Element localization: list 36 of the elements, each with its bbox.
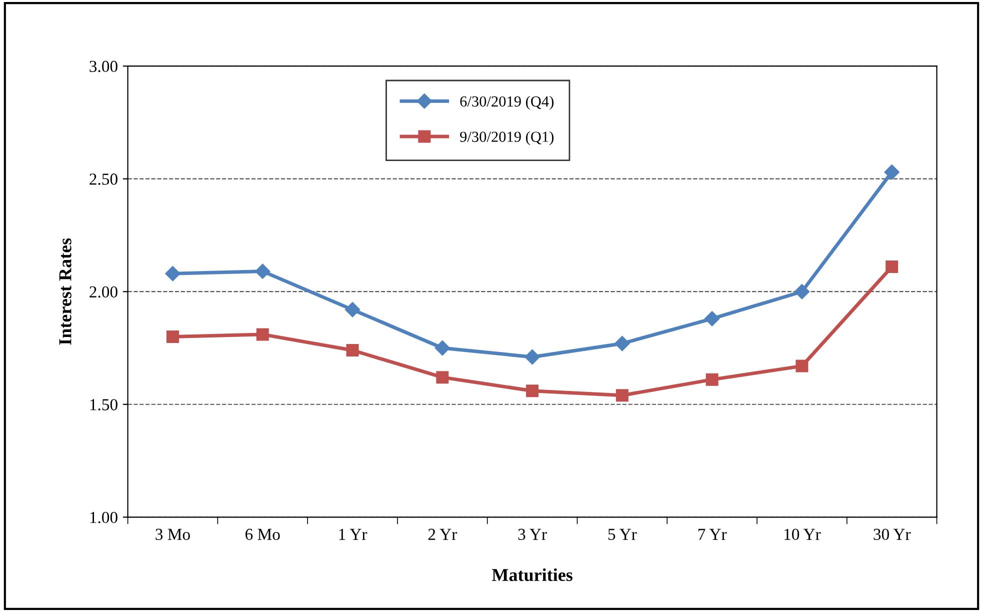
- x-tick-label: 10 Yr: [784, 528, 821, 540]
- point: [436, 371, 449, 384]
- point: [256, 328, 269, 341]
- x-tick-label: 5 Yr: [608, 528, 637, 540]
- point: [614, 336, 630, 352]
- point: [344, 302, 360, 318]
- x-tick-label: 7 Yr: [698, 528, 727, 540]
- point: [706, 373, 718, 386]
- point: [346, 344, 359, 357]
- x-tick-label: 6 Mo: [246, 528, 280, 540]
- point: [165, 266, 180, 282]
- point: [524, 349, 540, 365]
- point: [434, 340, 450, 356]
- legend-label: 9/30/2019 (Q1): [460, 131, 554, 146]
- x-tick-label: 30 Yr: [874, 528, 911, 540]
- point: [884, 164, 900, 180]
- point: [616, 389, 628, 402]
- y-tick-label: 1.00: [90, 512, 118, 524]
- y-tick-label: 1.50: [90, 399, 118, 410]
- x-tick-label: 2 Yr: [428, 528, 457, 540]
- y-axis-title: Interest Rates: [59, 238, 72, 345]
- x-axis-title: Maturities: [492, 568, 572, 582]
- y-tick-label: 2.00: [90, 286, 118, 298]
- point: [255, 264, 270, 279]
- x-tick-label: 1 Yr: [339, 528, 368, 540]
- point: [886, 260, 898, 274]
- point: [796, 360, 808, 372]
- y-tick-label: 2.50: [90, 174, 118, 185]
- x-tick-label: 3 Mo: [156, 528, 190, 540]
- y-tick-label: 3.00: [90, 60, 118, 72]
- point: [526, 384, 539, 398]
- point: [794, 284, 810, 300]
- x-tick-label: 3 Yr: [518, 528, 547, 540]
- legend-label: 6/30/2019 (Q4): [460, 96, 554, 110]
- point: [704, 311, 720, 326]
- point: [166, 330, 179, 343]
